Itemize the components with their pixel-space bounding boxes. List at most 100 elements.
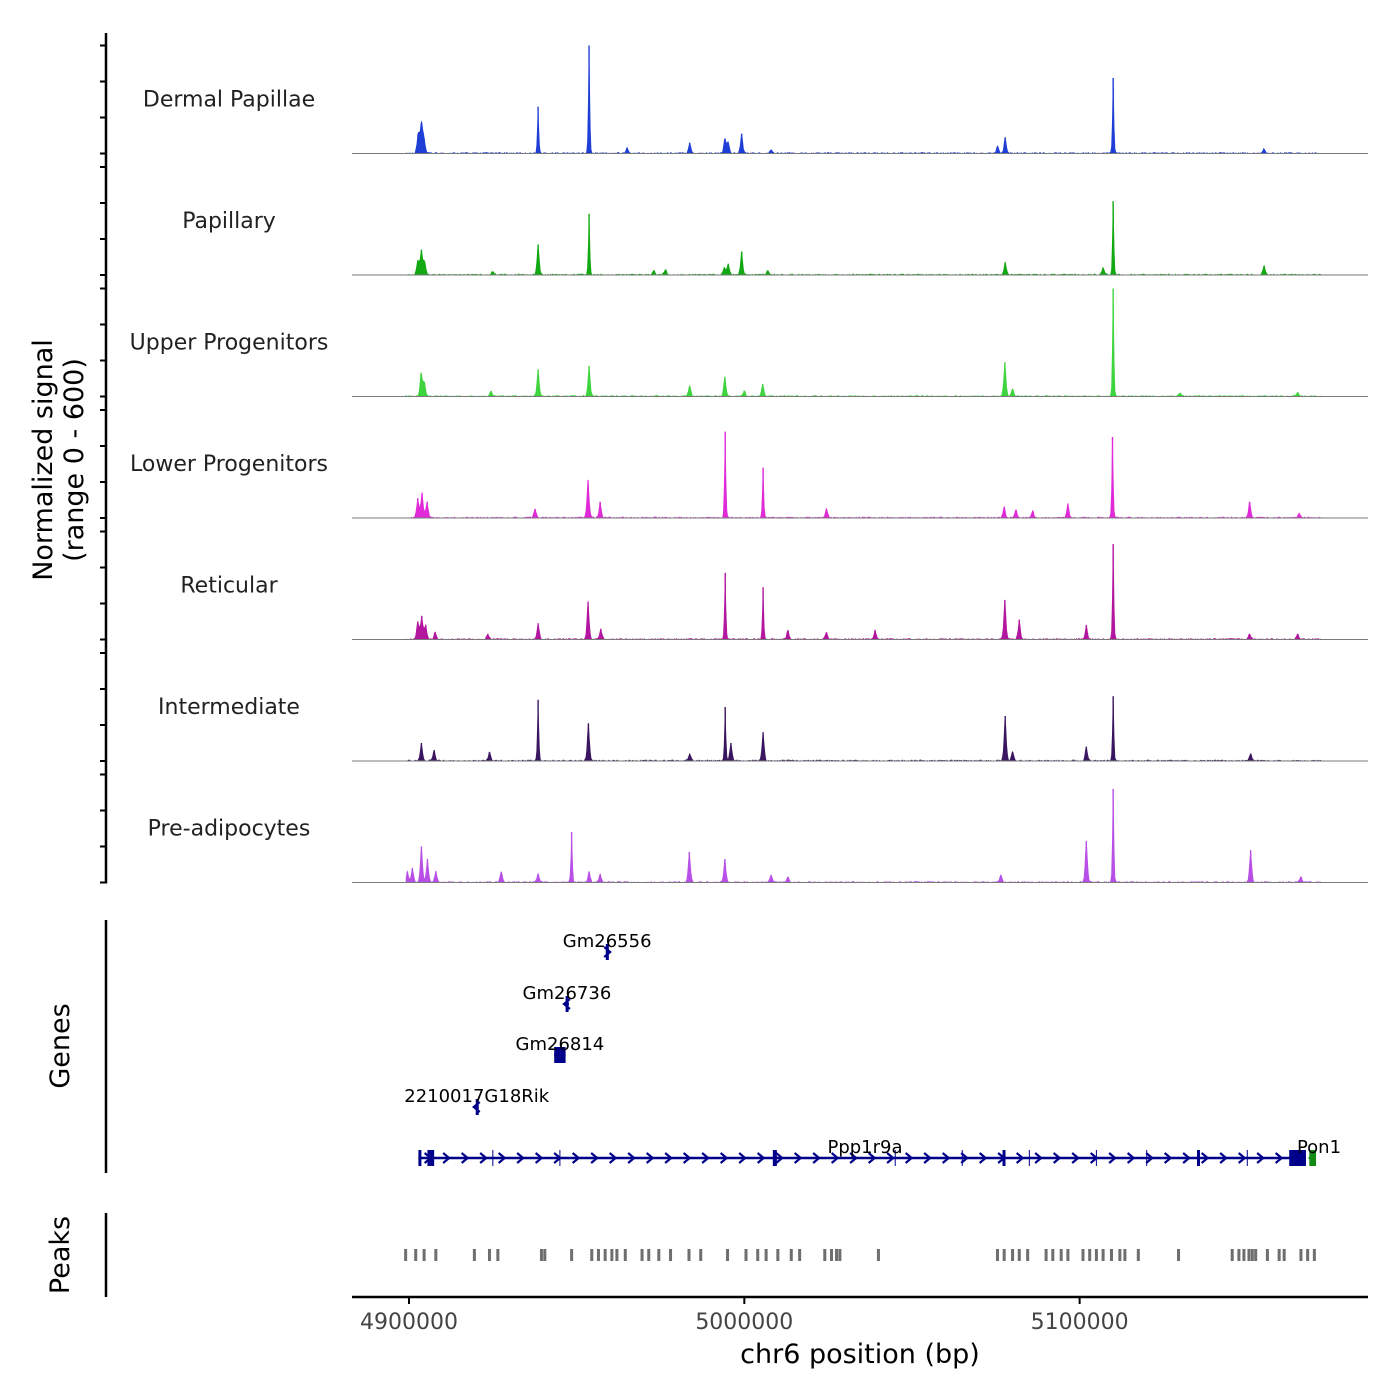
gene-label: Pon1 — [1297, 1137, 1341, 1158]
track-label: Lower Progenitors — [130, 452, 328, 477]
strand-arrow — [812, 1152, 821, 1164]
peak-mark — [1051, 1249, 1055, 1261]
track-label: Upper Progenitors — [130, 331, 329, 356]
genes-panel-title: Genes — [45, 1003, 76, 1088]
strand-arrow — [682, 1152, 692, 1164]
x-tick-label: 5100000 — [1031, 1310, 1129, 1335]
gene-Pon1: Pon1 — [1297, 1137, 1341, 1166]
x-tick-label: 5000000 — [695, 1310, 793, 1335]
gene-label: Gm26556 — [563, 931, 652, 952]
strand-arrow — [997, 1152, 1006, 1164]
x-axis: 4900000 5000000 5100000 — [352, 1295, 1368, 1335]
strand-arrow — [1219, 1152, 1228, 1164]
peak-mark — [1011, 1249, 1015, 1261]
peak-mark — [756, 1249, 760, 1261]
track-3: Lower Progenitors — [130, 431, 1368, 519]
coverage-area — [405, 699, 1322, 761]
track-label: Dermal Papillae — [143, 88, 315, 113]
track-6: Pre-adipocytes — [148, 788, 1368, 883]
peak-mark — [543, 1249, 547, 1261]
gene-Gm26556: Gm26556 — [563, 931, 652, 960]
strand-arrow — [1089, 1152, 1099, 1164]
peak-mark — [1282, 1249, 1286, 1261]
strand-arrow — [1052, 1152, 1062, 1164]
strand-arrow — [904, 1152, 914, 1164]
gene-label: Gm26736 — [523, 983, 612, 1004]
peak-mark — [876, 1249, 880, 1261]
strand-arrow — [627, 1152, 636, 1164]
peak-mark — [1101, 1249, 1105, 1261]
peak-mark — [1299, 1249, 1303, 1261]
strand-arrow — [719, 1152, 729, 1164]
peak-mark — [776, 1249, 780, 1261]
strand-arrow — [1145, 1152, 1154, 1164]
strand-arrow — [1182, 1152, 1191, 1164]
gene-Gm26736: Gm26736 — [523, 983, 612, 1012]
strand-arrow — [571, 1152, 581, 1164]
peak-mark — [404, 1249, 408, 1261]
strand-arrow — [1015, 1152, 1025, 1164]
peak-mark — [1109, 1249, 1113, 1261]
peak-mark — [414, 1249, 418, 1261]
strand-arrow — [1126, 1152, 1136, 1164]
peak-mark — [1123, 1249, 1127, 1261]
gene-exon — [772, 1150, 777, 1166]
signal-tracks: Dermal Papillae Papillary Upper Progenitor… — [130, 45, 1368, 883]
peaks-panel — [104, 1213, 1316, 1297]
track-5: Intermediate — [158, 695, 1368, 762]
strand-arrow — [793, 1152, 803, 1164]
peak-mark — [1118, 1249, 1122, 1261]
y-axis-label-line2: (range 0 - 600) — [59, 358, 90, 562]
y-axis-label-line1: Normalized signal — [28, 339, 59, 581]
track-label: Papillary — [182, 209, 276, 234]
gene-exon — [605, 944, 609, 960]
peak-mark — [1044, 1249, 1048, 1261]
peak-mark — [1306, 1249, 1310, 1261]
peak-mark — [1059, 1249, 1063, 1261]
gene-exon — [475, 1099, 479, 1115]
strand-arrow — [553, 1152, 562, 1164]
peak-mark — [1247, 1249, 1251, 1261]
peak-mark — [1017, 1249, 1021, 1261]
strand-arrow — [1163, 1152, 1173, 1164]
peak-mark — [615, 1249, 619, 1261]
coverage-area — [405, 295, 1322, 397]
gene-Gm26814: Gm26814 — [516, 1034, 604, 1063]
peak-mark — [687, 1249, 691, 1261]
strand-arrow — [516, 1152, 525, 1164]
strand-arrow — [460, 1152, 470, 1164]
peak-mark — [995, 1249, 999, 1261]
strand-arrow — [738, 1152, 747, 1164]
peak-mark — [669, 1249, 673, 1261]
peak-mark — [1136, 1249, 1140, 1261]
peak-mark — [1081, 1249, 1085, 1261]
peak-mark — [657, 1249, 661, 1261]
peak-mark — [1002, 1249, 1006, 1261]
strand-arrow — [479, 1152, 488, 1164]
x-tick-label: 4900000 — [360, 1310, 458, 1335]
peak-mark — [610, 1249, 614, 1261]
peak-mark — [472, 1249, 476, 1261]
peaks-panel-title: Peaks — [45, 1216, 76, 1294]
peak-mark — [1242, 1249, 1246, 1261]
strand-arrow — [867, 1152, 877, 1164]
coverage-area — [405, 435, 1322, 518]
coverage-area — [405, 47, 1322, 154]
peak-mark — [590, 1249, 594, 1261]
peak-mark — [798, 1249, 802, 1261]
gene-exon — [1289, 1150, 1306, 1166]
peak-mark — [1026, 1249, 1030, 1261]
peak-mark — [744, 1249, 748, 1261]
track-label: Intermediate — [158, 695, 300, 720]
strand-arrow — [472, 1101, 481, 1113]
strand-arrow — [1237, 1152, 1247, 1164]
strand-arrow — [1071, 1152, 1080, 1164]
strand-arrow — [645, 1152, 655, 1164]
strand-arrow — [534, 1152, 544, 1164]
strand-arrow — [1034, 1152, 1043, 1164]
peak-mark — [1277, 1249, 1281, 1261]
gene-Ppp1r9a: Ppp1r9a — [418, 1137, 1306, 1166]
strand-arrow — [849, 1152, 858, 1164]
peak-mark — [1237, 1249, 1241, 1261]
